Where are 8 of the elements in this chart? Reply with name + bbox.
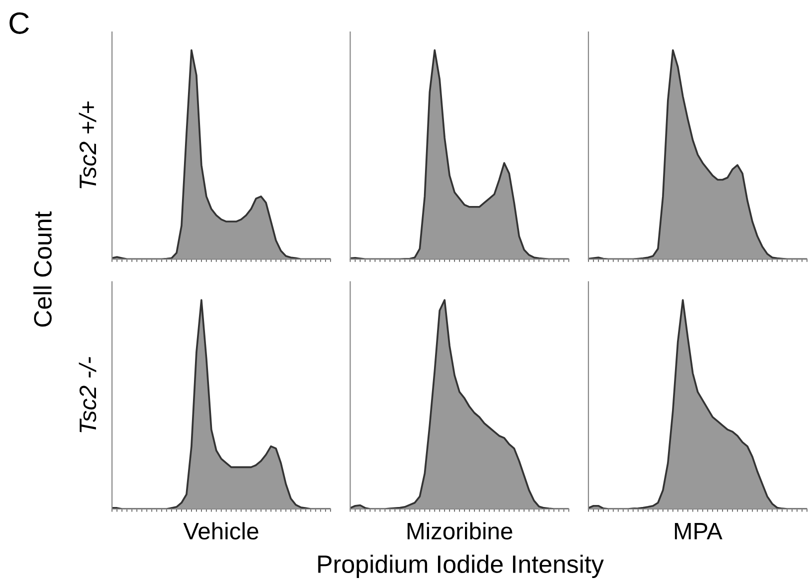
text: Propidium Iodide Intensity xyxy=(318,554,604,578)
x-axis-title: MPA xyxy=(674,523,722,540)
y-axis-title: Tsc2 -/- xyxy=(78,357,96,432)
y-axis-title: Tsc2 +/+ xyxy=(78,102,96,188)
text: C xyxy=(10,12,29,34)
text: Cell Count xyxy=(33,211,52,327)
x-axis-title: Vehicle xyxy=(183,522,258,540)
x-axis-title: Mizoribine xyxy=(408,522,512,540)
